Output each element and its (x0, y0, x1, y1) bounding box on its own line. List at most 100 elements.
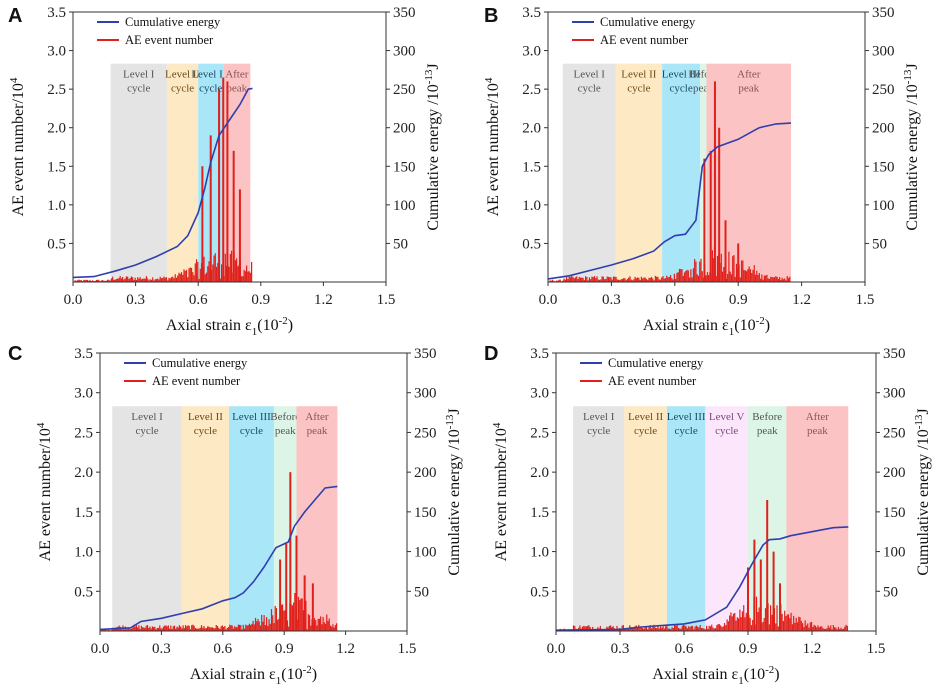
panel-c: C Level I cycle Level II cycle Level III cycle… (8, 343, 463, 687)
x-tick-label: 0.9 (251, 292, 270, 308)
stage-region (562, 63, 616, 282)
x-tick-label: 0.0 (64, 292, 83, 308)
y-right-tick-label: 350 (393, 5, 416, 21)
legend-energy-label: Cumulative energy (600, 15, 696, 29)
y-left-tick-label: 2.5 (522, 82, 541, 98)
x-tick-label: 0.6 (665, 292, 684, 308)
x-tick-label: 0.6 (675, 641, 694, 657)
stage-label: After (806, 411, 830, 423)
x-tick-label: 1.2 (803, 641, 822, 657)
y-left-tick-label: 2.5 (74, 425, 93, 441)
y-left-label-text: AE event number/10 (493, 428, 510, 561)
stage-label: Level II (188, 411, 223, 423)
x-tick-label: 0.3 (126, 292, 145, 308)
x-tick-label: 1.2 (314, 292, 333, 308)
y-left-axis-label: AE event number/104 (491, 422, 510, 561)
stage-label: Before (270, 411, 300, 423)
x-axis-label-part: Axial strain ε (166, 317, 252, 334)
x-tick-label: 0.9 (729, 292, 748, 308)
y-left-tick-label: 0.5 (74, 584, 93, 600)
y-right-label-exp: -13 (423, 69, 435, 84)
y-right-tick-label: 150 (883, 505, 906, 521)
y-left-tick-label: 1.0 (530, 545, 549, 561)
y-left-tick-label: 1.5 (47, 159, 66, 175)
y-right-label-unit: J (446, 408, 463, 414)
y-right-label-text: Cumulative energy /10 (425, 84, 442, 230)
stage-region (296, 406, 338, 631)
stage-label: cycle (578, 83, 601, 95)
stage-label: peak (807, 425, 828, 437)
stage-label: cycle (171, 83, 194, 95)
y-left-axis-label: AE event number/104 (483, 77, 502, 216)
x-axis-label: Axial strain ε1(10-2) (643, 315, 770, 338)
y-right-tick-label: 350 (872, 5, 895, 21)
stage-region (110, 63, 167, 282)
x-axis-label-part: 1 (738, 675, 744, 687)
x-axis-label-part: ) (288, 317, 293, 334)
plot-frame (99, 352, 408, 632)
x-axis-label-part: -2 (765, 664, 774, 676)
panel-letter: D (484, 343, 498, 365)
y-right-tick-label: 250 (872, 82, 895, 98)
panel-letter: C (8, 343, 22, 365)
stage-region (700, 63, 707, 282)
x-axis-label-part: 1 (276, 675, 282, 687)
stage-label: peak (275, 425, 296, 437)
y-left-tick-label: 3.5 (522, 5, 541, 21)
x-axis-label: Axial strain ε1(10-2) (166, 315, 293, 338)
y-left-tick-label: 3.0 (47, 44, 66, 60)
y-left-label-exp: 4 (8, 77, 20, 83)
y-right-axis-label: Cumulative energy /10-13J (902, 63, 921, 230)
y-left-tick-label: 3.5 (74, 346, 93, 362)
x-axis-label-part: (10 (281, 666, 302, 683)
legend-energy-label: Cumulative energy (608, 356, 704, 370)
y-right-tick-label: 100 (883, 545, 906, 561)
y-left-label-text: AE event number/10 (10, 83, 27, 216)
y-right-label-exp: -13 (902, 69, 914, 84)
panel-letter: B (484, 5, 498, 27)
y-left-tick-label: 2.5 (47, 82, 66, 98)
x-tick-label: 0.3 (611, 641, 630, 657)
x-tick-label: 0.9 (275, 641, 294, 657)
x-axis-label-part: Axial strain ε (643, 317, 729, 334)
legend-energy-label: Cumulative energy (152, 356, 248, 370)
y-left-tick-label: 2.0 (47, 121, 66, 137)
stage-label: Level III (662, 69, 701, 81)
energy-line (72, 87, 253, 279)
stage-region (666, 406, 706, 631)
stage-label: Level III (667, 411, 706, 423)
stage-region (706, 63, 792, 282)
x-tick-label: 1.5 (398, 641, 417, 657)
plot-frame (555, 352, 877, 632)
y-left-tick-label: 1.0 (47, 198, 66, 214)
stage-region (228, 406, 274, 631)
y-right-label-unit: J (915, 408, 932, 414)
stage-label: cycle (194, 425, 217, 437)
x-tick-label: 0.0 (547, 641, 566, 657)
y-right-tick-label: 350 (883, 346, 906, 362)
y-right-axis-label: Cumulative energy /10-13J (423, 63, 442, 230)
y-left-tick-label: 0.5 (522, 236, 541, 252)
stage-label: cycle (675, 425, 698, 437)
y-right-tick-label: 150 (872, 159, 895, 175)
x-axis-label-part: Axial strain ε (190, 666, 276, 683)
y-left-tick-label: 3.5 (530, 346, 549, 362)
x-axis-label-part: -2 (303, 664, 312, 676)
stage-label: After (305, 411, 329, 423)
stage-label: cycle (670, 83, 693, 95)
y-right-label-unit: J (904, 63, 921, 69)
y-right-label-exp: -13 (913, 414, 925, 429)
y-left-tick-label: 3.0 (530, 386, 549, 402)
stage-region (705, 406, 748, 631)
energy-line (99, 485, 338, 631)
x-tick-label: 1.5 (856, 292, 875, 308)
x-tick-label: 0.3 (152, 641, 171, 657)
stage-region (273, 406, 297, 631)
energy-line (547, 122, 792, 280)
stage-label: cycle (634, 425, 657, 437)
x-tick-label: 1.2 (792, 292, 811, 308)
stage-label: cycle (627, 83, 650, 95)
y-right-tick-label: 150 (414, 505, 437, 521)
y-left-axis-label: AE event number/104 (35, 422, 54, 561)
